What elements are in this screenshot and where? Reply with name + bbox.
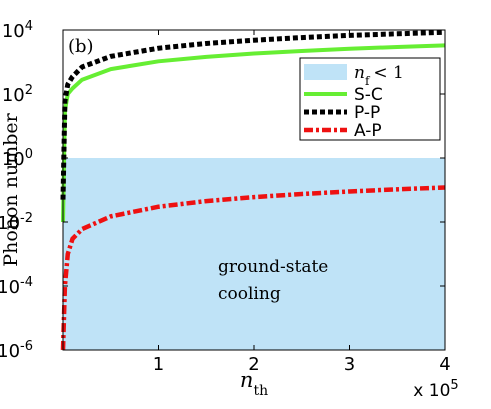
y-tick-label: 10-4 [0,275,33,299]
annotation-line-2: cooling [218,284,281,304]
annotation-line-1: ground-state [218,257,328,277]
y-tick-label: 102 [2,83,33,107]
y-tick-label: 10-6 [0,339,33,363]
legend-label-p-p: P-P [354,103,380,123]
y-axis-label: Phonon number [0,112,22,266]
x-tick-label: 1 [153,354,164,375]
series-line-a-p [60,185,446,351]
legend-swatch-region [304,64,347,80]
ground-state-region [63,158,445,350]
x-axis-multiplier: x 105 [413,378,458,402]
series-line-p-p [60,29,446,200]
x-tick-label: 2 [248,354,259,375]
x-tick-label: 4 [439,354,450,375]
y-tick-label: 104 [2,19,33,43]
legend-label-a-p: A-P [354,121,382,141]
legend-label-region: nf < 1 [354,63,404,88]
legend-label-s-c: S-C [354,85,383,105]
x-tick-label: 3 [344,354,355,375]
panel-label: (b) [68,36,94,57]
